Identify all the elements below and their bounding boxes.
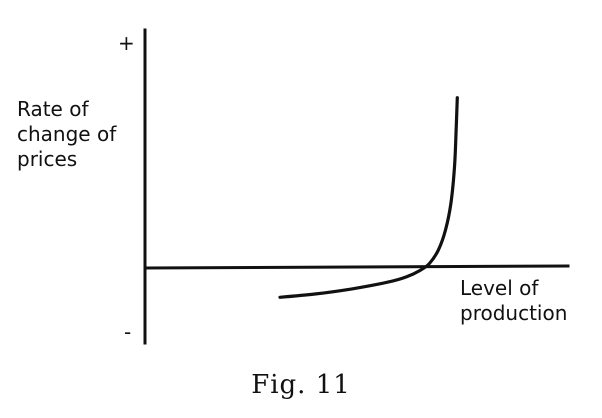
- figure-caption: Fig. 11: [251, 370, 351, 400]
- x-axis: [143, 264, 570, 270]
- y-positive-marker: +: [118, 31, 135, 55]
- x-axis-label-line-2: production: [460, 301, 567, 325]
- price-change-curve: [278, 96, 459, 299]
- y-axis-label-line-1: Rate of: [17, 97, 89, 121]
- x-axis-label-line-1: Level of: [460, 276, 539, 300]
- y-negative-marker: -: [124, 320, 131, 344]
- y-axis-label-line-2: change of: [17, 122, 117, 146]
- y-axis-label-line-3: prices: [17, 147, 77, 171]
